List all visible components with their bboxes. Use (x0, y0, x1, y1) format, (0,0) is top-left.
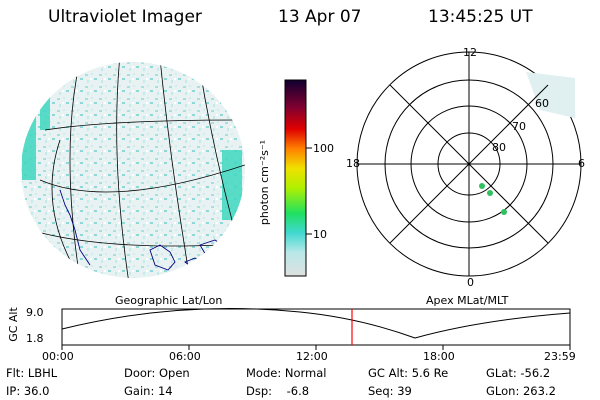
earth-image (21, 62, 245, 278)
time-label: 13:45:25 UT (428, 7, 533, 27)
date-label: 13 Apr 07 (278, 7, 362, 27)
apex-label: Apex MLat/MLT (426, 294, 509, 307)
status-ip: IP: 36.0 (6, 384, 50, 398)
y-axis-label: GC Alt (6, 307, 20, 342)
instrument-title: Ultraviolet Imager (48, 7, 202, 27)
x-tick-0600: 06:00 (169, 350, 201, 363)
status-seq: Seq: 39 (368, 384, 412, 398)
colorbar-tick-10: 10 (313, 228, 327, 241)
mlt-label-12: 12 (463, 46, 477, 59)
status-glat: GLat: -56.2 (486, 366, 551, 380)
status-gain: Gain: 14 (124, 384, 173, 398)
x-tick-0000: 00:00 (42, 350, 74, 363)
x-tick-2359: 23:59 (544, 350, 576, 363)
mlt-label-6: 6 (578, 157, 585, 170)
lat-label-80: 80 (492, 141, 506, 154)
status-door: Door: Open (124, 366, 190, 380)
geographic-label: Geographic Lat/Lon (115, 294, 223, 307)
x-tick-1200: 12:00 (296, 350, 328, 363)
colorbar-tick-100: 100 (313, 142, 334, 155)
lat-label-70: 70 (512, 120, 526, 133)
colorbar-unit-label: photon cm⁻²s⁻¹ (258, 139, 272, 226)
colorbar (284, 79, 312, 277)
polar-plot (356, 51, 582, 277)
status-gc-alt: GC Alt: 5.6 Re (368, 366, 449, 380)
orbit-panel (61, 308, 571, 350)
lat-label-60: 60 (535, 97, 549, 110)
mlt-label-18: 18 (346, 157, 360, 170)
status-dsp: Dsp: -6.8 (246, 384, 310, 398)
y-tick-9: 9.0 (26, 306, 44, 319)
x-tick-1800: 18:00 (423, 350, 455, 363)
y-tick-1-8: 1.8 (26, 332, 44, 345)
status-flt: Flt: LBHL (6, 366, 58, 380)
status-mode: Mode: Normal (246, 366, 327, 380)
status-glon: GLon: 263.2 (486, 384, 556, 398)
mlt-label-0: 0 (467, 276, 474, 289)
